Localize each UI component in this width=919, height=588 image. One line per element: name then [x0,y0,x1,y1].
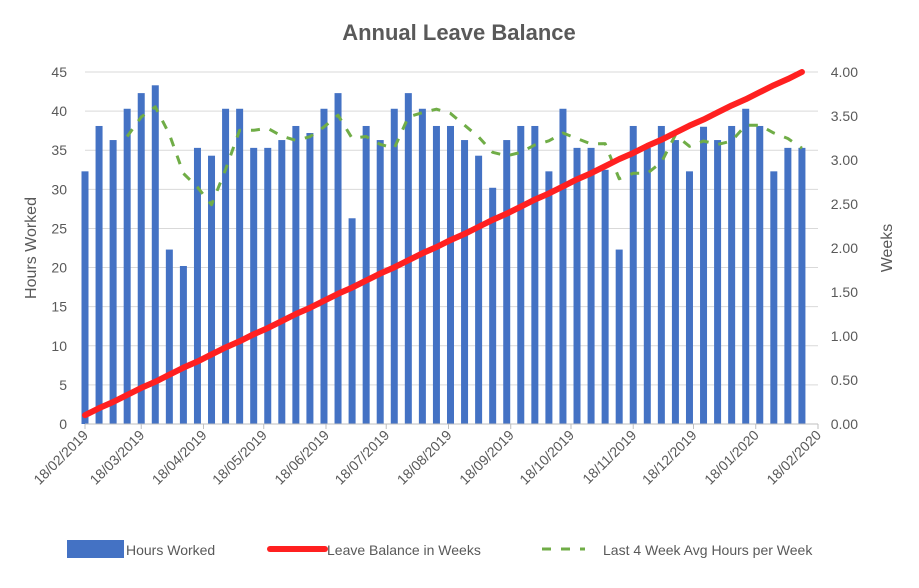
bar-hours-worked [432,125,440,425]
bar-hours-worked [615,249,623,424]
bar-hours-worked [657,125,665,425]
legend: Hours Worked Leave Balance in Weeks Last… [67,540,813,558]
bar-hours-worked [573,147,581,424]
bar-hours-worked [362,125,370,425]
legend-label-leave-balance: Leave Balance in Weeks [327,542,481,558]
bars-hours-worked [81,85,806,425]
x-tick-label: 18/02/2020 [763,427,824,488]
bar-hours-worked [137,93,145,425]
bar-hours-worked [798,147,806,424]
bar-hours-worked [179,265,187,424]
y-axis-label: Hours Worked [23,197,40,299]
y-tick-label: 25 [51,220,67,236]
y2-tick-label: 1.00 [831,328,858,344]
bar-hours-worked [292,125,300,425]
y2-tick-label: 3.50 [831,108,858,124]
bar-hours-worked [418,108,426,425]
bar-hours-worked [109,140,117,424]
y2-tick-label: 4.00 [831,64,858,80]
bar-hours-worked [208,155,216,424]
x-tick-label: 18/06/2019 [271,427,332,488]
bar-hours-worked [643,147,651,424]
bar-hours-worked [714,140,722,424]
bar-hours-worked [376,140,384,424]
bar-hours-worked [503,140,511,424]
bar-hours-worked [489,187,497,424]
bar-hours-worked [559,108,567,425]
x-tick-label: 18/10/2019 [516,427,577,488]
y2-axis-label: Weeks [879,224,896,273]
bar-hours-worked [264,147,272,424]
series-lines [82,69,805,419]
y-tick-label: 30 [51,181,67,197]
bar-hours-worked [784,147,792,424]
bar-hours-worked [629,125,637,425]
bar-hours-worked [728,125,736,425]
legend-label-hours-worked: Hours Worked [126,542,215,558]
y2-tick-label: 0.00 [831,416,858,432]
bar-hours-worked [278,140,286,424]
bar-hours-worked [587,147,595,424]
x-tick-label: 18/03/2019 [86,427,147,488]
x-tick-label: 18/04/2019 [149,427,210,488]
bar-hours-worked [193,147,201,424]
x-tick-label: 18/09/2019 [456,427,517,488]
y-tick-label: 35 [51,142,67,158]
x-tick-label: 18/07/2019 [331,427,392,488]
y-tick-label: 15 [51,299,67,315]
bar-hours-worked [348,218,356,424]
bar-hours-worked [475,155,483,424]
bar-hours-worked [123,108,131,425]
bar-hours-worked [446,125,454,425]
bar-hours-worked [671,140,679,424]
bar-hours-worked [165,249,173,424]
legend-swatch-hours-worked [67,540,124,558]
bar-hours-worked [700,126,708,424]
legend-label-avg-hours: Last 4 Week Avg Hours per Week [603,542,813,558]
bar-hours-worked [236,108,244,425]
bar-hours-worked [517,125,525,425]
y-tick-label: 10 [51,338,67,354]
bar-hours-worked [756,125,764,425]
bar-hours-worked [685,171,693,424]
bar-hours-worked [770,171,778,424]
bar-hours-worked [151,85,159,424]
bar-hours-worked [222,108,230,425]
x-tick-label: 18/12/2019 [639,427,700,488]
y2-tick-label: 1.50 [831,284,858,300]
bar-hours-worked [461,140,469,424]
bar-hours-worked [545,171,553,424]
bar-hours-worked [306,133,314,424]
chart-title: Annual Leave Balance [342,20,576,45]
x-tick-label: 18/08/2019 [394,427,455,488]
y-tick-label: 5 [59,377,67,393]
y2-tick-label: 2.00 [831,240,858,256]
bar-hours-worked [81,171,89,424]
y-tick-label: 40 [51,103,67,119]
bar-hours-worked [531,125,539,425]
line-avg-hours [125,105,803,207]
bar-hours-worked [250,147,258,424]
y-tick-label: 20 [51,260,67,276]
x-tick-label: 18/05/2019 [209,427,270,488]
bar-hours-worked [334,93,342,425]
bar-hours-worked [320,108,328,425]
y2-tick-label: 0.50 [831,372,858,388]
y2-tick-label: 3.00 [831,152,858,168]
bar-hours-worked [742,108,750,425]
y2-tick-label: 2.50 [831,196,858,212]
y-tick-label: 45 [51,64,67,80]
x-tick-label: 18/02/2019 [30,427,91,488]
bar-hours-worked [95,125,103,425]
line-leave-balance [82,69,805,419]
x-tick-label: 18/01/2020 [701,427,762,488]
bar-hours-worked [601,169,609,424]
y-tick-label: 0 [59,416,67,432]
x-tick-label: 18/11/2019 [579,427,639,487]
